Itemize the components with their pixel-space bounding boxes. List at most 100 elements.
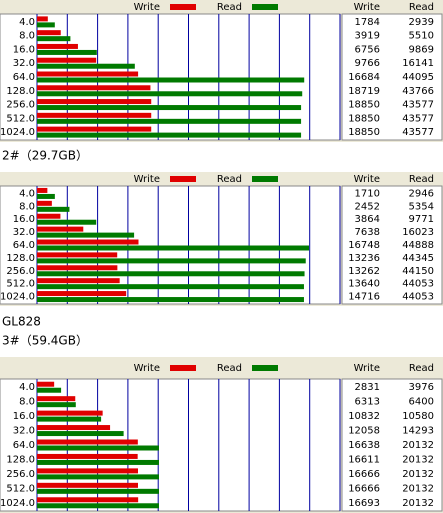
bar <box>37 132 302 138</box>
value-label: 3976 <box>409 382 434 393</box>
category-label: 1024.0 <box>0 498 35 509</box>
legend-swatch <box>252 365 278 371</box>
value-label: 20132 <box>402 454 434 465</box>
value-label: 16684 <box>348 72 380 83</box>
legend-label: Write <box>134 363 160 374</box>
bar <box>37 36 71 42</box>
category-label: 4.0 <box>19 17 35 28</box>
bar <box>37 105 302 111</box>
bar <box>37 112 152 118</box>
bar <box>37 193 55 199</box>
bar <box>37 187 48 193</box>
bar <box>37 219 97 225</box>
bar <box>37 22 55 28</box>
bar <box>37 265 118 271</box>
category-label: 8.0 <box>19 201 35 212</box>
value-label: 5354 <box>409 201 434 212</box>
category-label: 128.0 <box>6 86 35 97</box>
bar <box>37 126 152 132</box>
value-label: 43577 <box>402 127 434 138</box>
bar <box>37 278 120 284</box>
bar <box>37 85 151 91</box>
legend-swatch <box>252 4 278 10</box>
category-label: 64.0 <box>13 72 35 83</box>
legend-label: Read <box>217 174 242 185</box>
value-label: 2946 <box>409 188 434 199</box>
category-label: 8.0 <box>19 397 35 408</box>
bar <box>37 402 76 408</box>
bar <box>37 431 124 437</box>
value-label: 16748 <box>348 240 380 251</box>
bar <box>37 445 159 451</box>
value-label: 2939 <box>409 17 434 28</box>
value-label: 16693 <box>348 498 380 509</box>
value-label: 2452 <box>355 201 380 212</box>
value-label: 20132 <box>402 483 434 494</box>
value-label: 44345 <box>402 253 434 264</box>
bar <box>37 206 70 212</box>
bar <box>37 91 303 97</box>
legend-label: Write <box>134 2 160 13</box>
bar <box>37 258 306 264</box>
category-label: 16.0 <box>13 44 35 55</box>
bar <box>37 474 159 480</box>
bar <box>37 200 52 206</box>
value-label: 12058 <box>348 426 380 437</box>
bar <box>37 381 55 387</box>
column-header: Read <box>409 2 434 13</box>
caption: 2#（29.7GB） <box>2 149 88 163</box>
value-label: 44053 <box>402 279 434 290</box>
legend-label: Read <box>217 2 242 13</box>
value-label: 20132 <box>402 498 434 509</box>
value-label: 20132 <box>402 440 434 451</box>
value-label: 44150 <box>402 266 434 277</box>
category-label: 16.0 <box>13 411 35 422</box>
value-label: 13640 <box>348 279 380 290</box>
value-label: 10580 <box>402 411 434 422</box>
legend-swatch <box>170 4 196 10</box>
bar <box>37 497 139 503</box>
category-label: 64.0 <box>13 240 35 251</box>
value-label: 43766 <box>402 86 434 97</box>
value-label: 2831 <box>355 382 380 393</box>
column-header: Write <box>354 2 380 13</box>
value-label: 13236 <box>348 253 380 264</box>
value-label: 13262 <box>348 266 380 277</box>
category-label: 1024.0 <box>0 292 35 303</box>
table-area <box>341 378 443 512</box>
bar <box>37 16 48 22</box>
bar <box>37 416 102 422</box>
caption: 3#（59.4GB） <box>2 334 88 348</box>
value-label: 10832 <box>348 411 380 422</box>
value-label: 18850 <box>348 113 380 124</box>
legend-swatch <box>170 365 196 371</box>
value-label: 43577 <box>402 113 434 124</box>
legend-label: Read <box>217 363 242 374</box>
value-label: 16611 <box>348 454 380 465</box>
bar <box>37 284 304 290</box>
category-label: 4.0 <box>19 188 35 199</box>
category-label: 4.0 <box>19 382 35 393</box>
category-label: 512.0 <box>6 483 35 494</box>
category-label: 512.0 <box>6 113 35 124</box>
value-label: 18850 <box>348 100 380 111</box>
bar <box>37 226 84 232</box>
bar <box>37 71 139 77</box>
bar <box>37 252 118 258</box>
bar <box>37 239 139 245</box>
bar <box>37 488 159 494</box>
value-label: 16141 <box>402 58 434 69</box>
legend-label: Write <box>134 174 160 185</box>
value-label: 16666 <box>348 469 380 480</box>
value-label: 1710 <box>355 188 380 199</box>
value-label: 6400 <box>409 397 434 408</box>
bar <box>37 291 127 297</box>
bar <box>37 459 159 465</box>
bar <box>37 245 310 251</box>
legend-swatch <box>252 176 278 182</box>
bar <box>37 43 78 49</box>
value-label: 14716 <box>348 292 380 303</box>
column-header: Write <box>354 174 380 185</box>
bar <box>37 297 304 303</box>
category-label: 512.0 <box>6 279 35 290</box>
